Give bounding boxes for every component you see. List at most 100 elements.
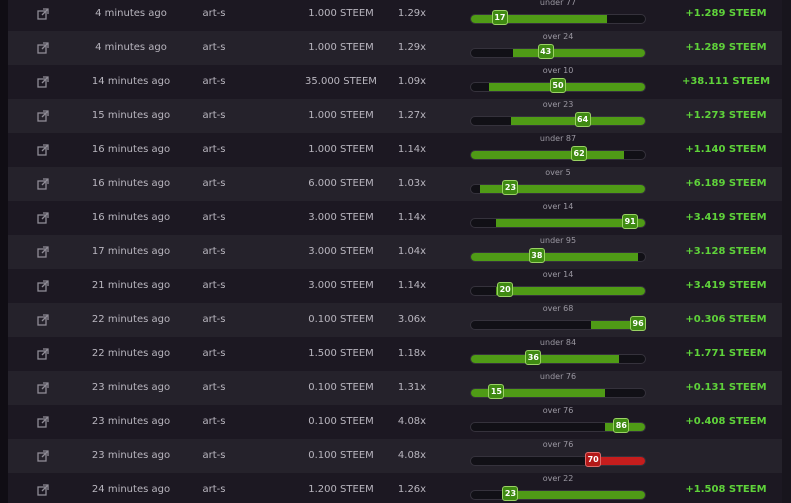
bet-target: under 84 [539,338,577,347]
bet-payout: +1.289 STEEM [685,42,767,53]
roll-value-badge: 15 [488,384,505,399]
bet-user: art-s [202,212,226,223]
bet-row: 4 minutes ago art-s 1.000 STEEM 1.29x over 2… [8,31,782,65]
bet-row: 21 minutes ago art-s 3.000 STEEM 1.14x over … [8,269,782,303]
bet-row: 23 minutes ago art-s 0.100 STEEM 4.08x over … [8,439,782,473]
bet-multiplier: 3.06x [397,314,427,325]
external-link-icon[interactable] [37,382,49,394]
bet-amount: 0.100 STEEM [308,314,374,325]
bet-target: under 77 [539,0,577,7]
roll-bar-cell: over 14 20 [470,269,646,303]
external-link-icon[interactable] [37,450,49,462]
bet-amount: 35.000 STEEM [305,76,377,87]
bet-amount: 0.100 STEEM [308,416,374,427]
bet-multiplier: 1.03x [397,178,427,189]
bet-time: 4 minutes ago [95,8,167,19]
win-range-fill [590,321,645,329]
roll-value-badge: 70 [585,452,602,467]
roll-bar-cell: under 76 15 [470,371,646,405]
bet-user: art-s [202,76,226,87]
external-link-icon[interactable] [37,144,49,156]
external-link-icon[interactable] [37,212,49,224]
bet-amount: 3.000 STEEM [308,246,374,257]
external-link-icon[interactable] [37,484,49,496]
roll-value-badge: 50 [550,78,566,93]
roll-value-badge: 36 [525,350,542,365]
win-range-fill [509,491,645,499]
bet-user: art-s [202,280,226,291]
roll-value-badge: 86 [613,418,630,433]
bet-time: 16 minutes ago [91,178,171,189]
roll-track [470,218,646,228]
external-link-icon[interactable] [37,280,49,292]
roll-value-badge: 91 [622,214,639,229]
win-range-fill [488,83,645,91]
bet-user: art-s [202,246,226,257]
win-range-fill [495,287,645,295]
win-range-fill [495,219,645,227]
bet-row: 16 minutes ago art-s 3.000 STEEM 1.14x over … [8,201,782,235]
bet-row: 16 minutes ago art-s 6.000 STEEM 1.03x over … [8,167,782,201]
bet-time: 23 minutes ago [91,416,171,427]
bet-time: 14 minutes ago [91,76,171,87]
bet-amount: 3.000 STEEM [308,280,374,291]
bet-target: over 14 [542,202,574,211]
bet-target: over 76 [542,406,574,415]
bet-user: art-s [202,484,226,495]
roll-track [470,150,646,160]
external-link-icon[interactable] [37,348,49,360]
external-link-icon[interactable] [37,42,49,54]
bet-target: over 22 [542,474,574,483]
bet-amount: 6.000 STEEM [308,178,374,189]
roll-value-badge: 17 [491,10,508,25]
bet-target: over 10 [542,66,574,75]
bet-user: art-s [202,382,226,393]
roll-track [470,354,646,364]
roll-bar-cell: over 24 43 [470,31,646,65]
win-range-fill [513,49,645,57]
roll-bar-cell: over 10 50 [470,65,646,99]
bets-table: 4 minutes ago art-s 1.000 STEEM 1.29x under … [8,0,782,503]
bet-amount: 1.000 STEEM [308,144,374,155]
win-range-fill [471,355,619,363]
bet-target: over 23 [542,100,574,109]
bet-time: 21 minutes ago [91,280,171,291]
external-link-icon[interactable] [37,110,49,122]
roll-bar-cell: over 68 96 [470,303,647,337]
roll-bar-cell: under 87 62 [470,133,646,167]
bet-time: 16 minutes ago [91,212,171,223]
bet-user: art-s [202,144,226,155]
roll-track [470,286,646,296]
external-link-icon[interactable] [37,8,49,20]
bet-payout: +1.289 STEEM [685,8,767,19]
bet-time: 22 minutes ago [91,348,171,359]
external-link-icon[interactable] [37,76,49,88]
roll-track [470,116,646,126]
bet-target: over 76 [542,440,574,449]
bet-user: art-s [202,110,226,121]
external-link-icon[interactable] [37,314,49,326]
bet-row: 23 minutes ago art-s 0.100 STEEM 4.08x over … [8,405,782,439]
bet-user: art-s [202,416,226,427]
bet-multiplier: 1.18x [397,348,427,359]
bet-payout: +1.273 STEEM [685,110,767,121]
left-edge [0,0,8,503]
external-link-icon[interactable] [37,416,49,428]
bet-payout: +1.140 STEEM [685,144,767,155]
bet-time: 17 minutes ago [91,246,171,257]
roll-track [470,388,646,398]
bet-payout: +0.131 STEEM [685,382,767,393]
bet-target: under 95 [539,236,577,245]
bet-user: art-s [202,348,226,359]
win-range-fill [471,15,607,23]
bet-multiplier: 1.09x [397,76,427,87]
bet-payout: +38.111 STEEM [681,76,771,87]
bet-time: 23 minutes ago [91,382,171,393]
external-link-icon[interactable] [37,246,49,258]
bet-time: 22 minutes ago [91,314,171,325]
bet-row: 4 minutes ago art-s 1.000 STEEM 1.29x under … [8,0,782,31]
bet-target: under 87 [539,134,577,143]
bet-time: 23 minutes ago [91,450,171,461]
external-link-icon[interactable] [37,178,49,190]
bet-multiplier: 1.31x [397,382,427,393]
